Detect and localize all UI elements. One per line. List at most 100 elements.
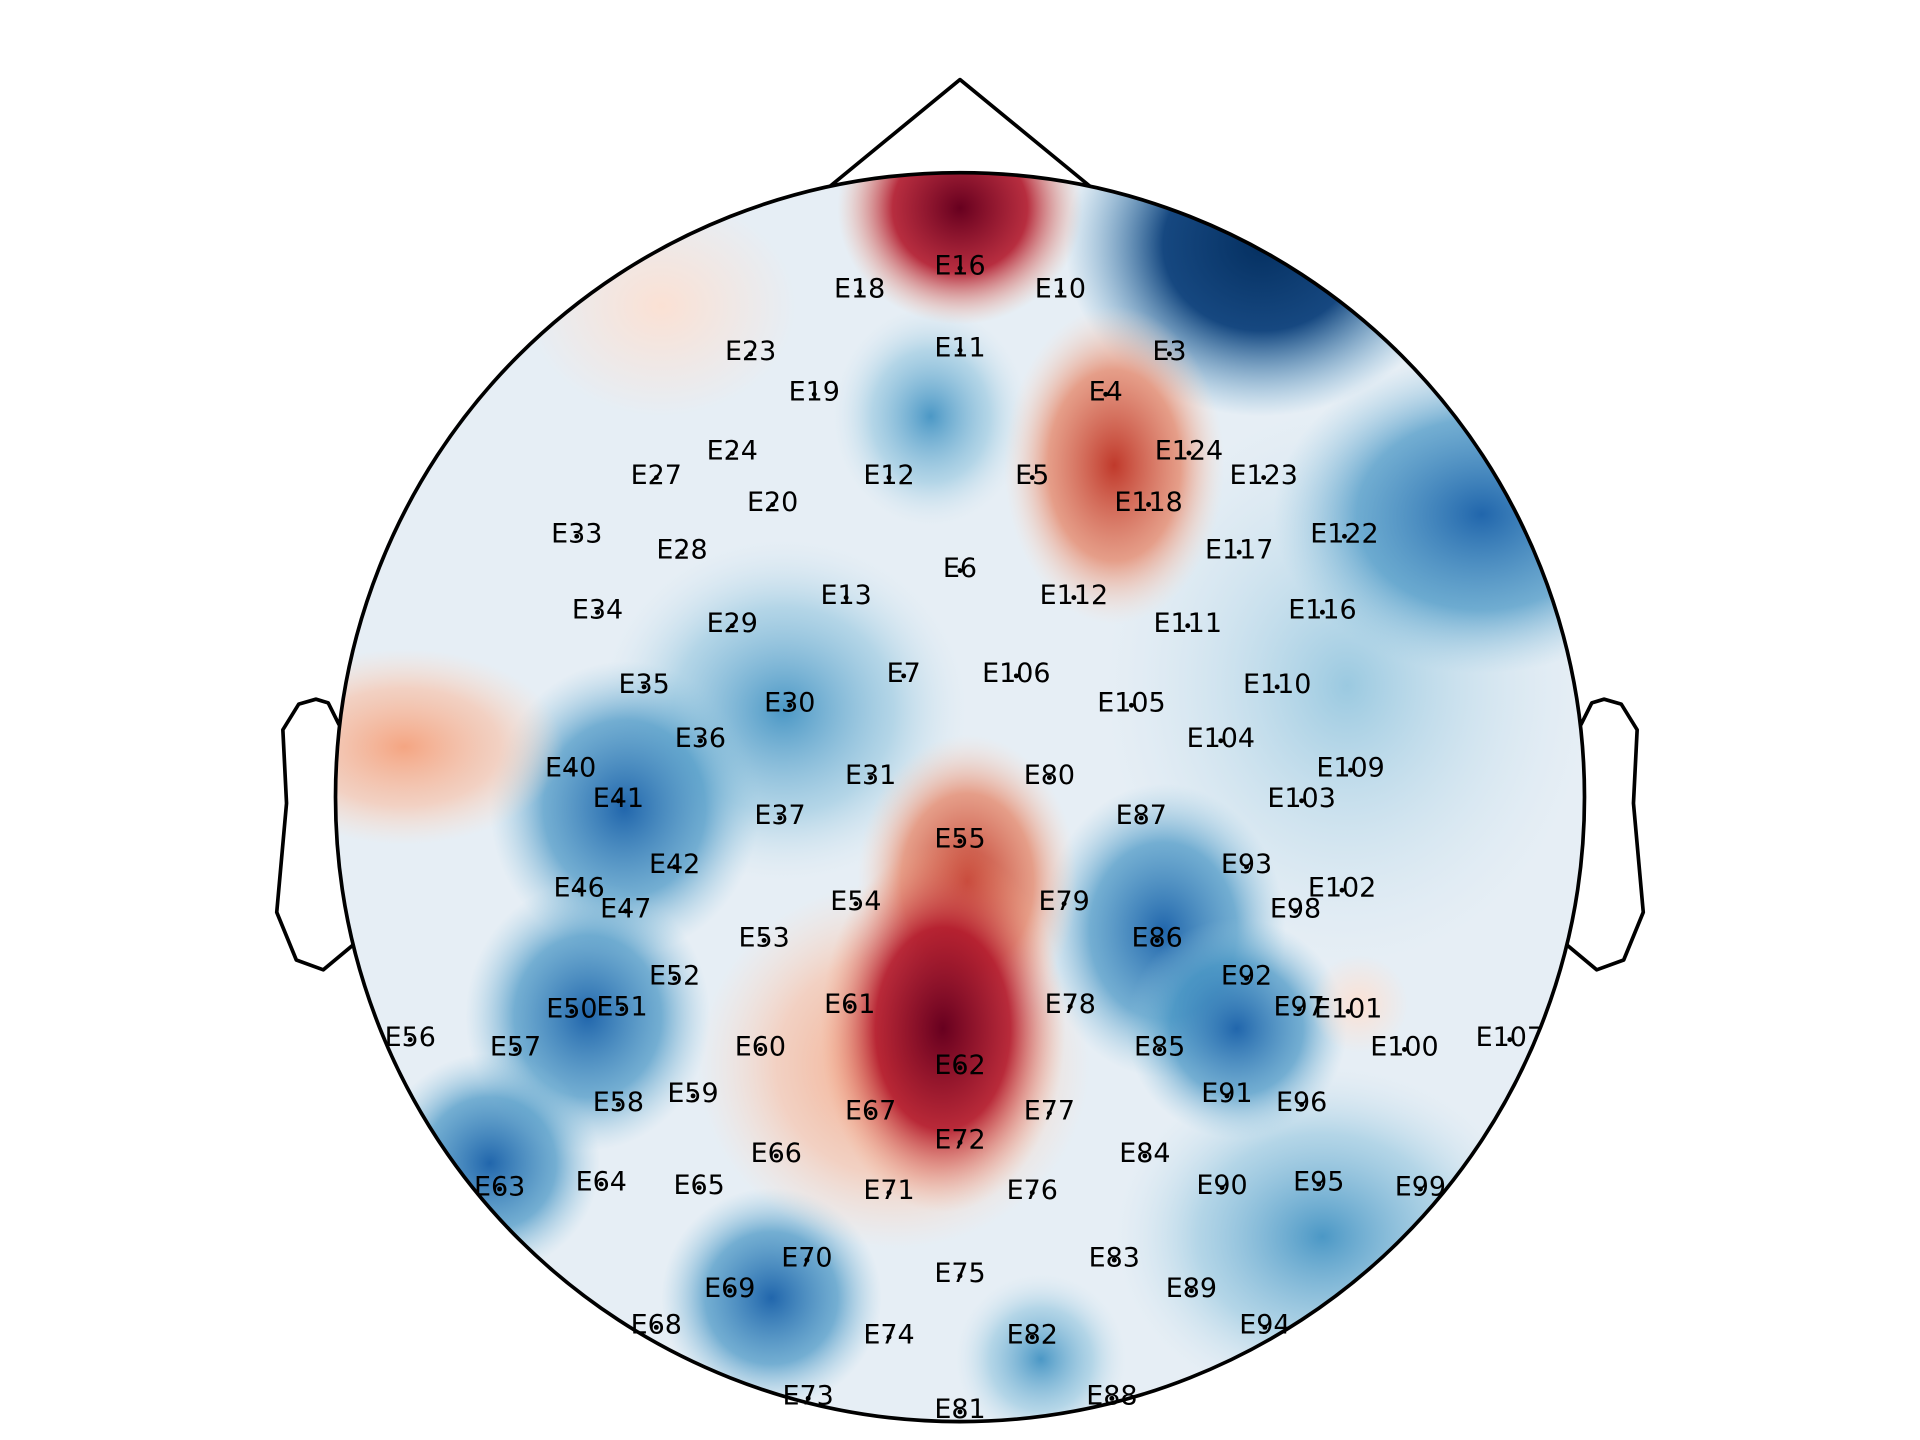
sensor-label: E89 bbox=[1166, 1273, 1217, 1304]
sensor-dot bbox=[1185, 623, 1191, 629]
sensor-label: E118 bbox=[1114, 487, 1182, 518]
sensor-label: E70 bbox=[781, 1242, 832, 1273]
heat-blob bbox=[335, 648, 564, 845]
sensor-dot bbox=[1402, 1046, 1407, 1052]
sensor-dot bbox=[1507, 1037, 1513, 1043]
sensor-label: E13 bbox=[820, 580, 871, 611]
sensor-label: E7 bbox=[887, 658, 921, 689]
sensor-dot bbox=[868, 1110, 874, 1116]
sensor-label: E71 bbox=[863, 1175, 914, 1206]
heat-blob bbox=[820, 844, 1066, 1213]
sensor-label: E101 bbox=[1314, 994, 1382, 1025]
sensor-dot bbox=[886, 1334, 892, 1340]
sensor-label: E112 bbox=[1040, 580, 1108, 611]
sensor-dot bbox=[843, 595, 849, 600]
sensor-dot bbox=[1320, 609, 1325, 615]
sensor-label: E62 bbox=[934, 1050, 985, 1081]
sensor-label: E23 bbox=[725, 336, 776, 367]
sensor-label: E75 bbox=[934, 1258, 985, 1289]
heat-blob bbox=[837, 172, 1083, 325]
sensor-dot bbox=[1299, 798, 1305, 804]
sensor-dot bbox=[672, 864, 678, 870]
sensor-dot bbox=[770, 502, 776, 507]
sensor-dot bbox=[1339, 887, 1345, 893]
sensor-dot bbox=[1111, 1257, 1117, 1263]
sensor-dot bbox=[1345, 1008, 1351, 1014]
sensor-dot bbox=[641, 684, 647, 690]
sensor-label: E19 bbox=[789, 377, 840, 408]
sensor-label: E58 bbox=[593, 1087, 644, 1118]
sensor-label: E107 bbox=[1476, 1022, 1544, 1053]
sensor-dot bbox=[1142, 1153, 1148, 1159]
sensor-dot bbox=[568, 767, 574, 773]
sensor-dot bbox=[1057, 288, 1063, 294]
sensor-label: E82 bbox=[1007, 1319, 1058, 1350]
sensor-dot bbox=[1261, 475, 1267, 480]
sensor-label: E35 bbox=[618, 669, 669, 700]
sensor-label: E64 bbox=[576, 1166, 627, 1197]
sensor-dot bbox=[619, 1006, 625, 1012]
sensor-dot bbox=[957, 347, 963, 353]
sensor-dot bbox=[957, 265, 963, 271]
sensor-dot bbox=[748, 351, 754, 357]
sensor-dot bbox=[957, 838, 963, 844]
sensor-label: E61 bbox=[824, 989, 875, 1020]
sensor-dot bbox=[857, 288, 863, 294]
sensor-label: E54 bbox=[830, 886, 881, 917]
sensor-label: E88 bbox=[1086, 1381, 1137, 1412]
sensor-dot bbox=[595, 609, 600, 615]
sensor-label: E105 bbox=[1097, 688, 1165, 719]
sensor-dot bbox=[787, 702, 793, 708]
sensor-dot bbox=[679, 549, 685, 555]
sensor-label: E5 bbox=[1015, 460, 1049, 491]
sensor-dot bbox=[1218, 738, 1224, 744]
sensor-label: E24 bbox=[707, 435, 758, 466]
sensor-dot bbox=[1128, 702, 1134, 708]
sensor-label: E51 bbox=[596, 991, 647, 1022]
sensor-dot bbox=[1067, 1004, 1073, 1009]
sensor-dot bbox=[761, 937, 767, 943]
sensor-dot bbox=[1316, 1181, 1322, 1187]
sensor-label: E90 bbox=[1196, 1170, 1247, 1201]
sensor-dot bbox=[1138, 815, 1144, 821]
sensor-dot bbox=[690, 1093, 696, 1099]
sensor-label: E55 bbox=[934, 824, 985, 855]
sensor-dot bbox=[1219, 1185, 1225, 1191]
sensor-dot bbox=[1061, 901, 1067, 907]
sensor-label: E10 bbox=[1035, 274, 1086, 305]
sensor-label: E68 bbox=[631, 1310, 682, 1341]
sensor-dot bbox=[615, 1102, 621, 1107]
sensor-dot bbox=[1154, 937, 1160, 943]
sensor-label: E30 bbox=[764, 688, 815, 719]
sensor-dot bbox=[1071, 595, 1077, 600]
sensor-label: E77 bbox=[1024, 1095, 1075, 1126]
sensor-dot bbox=[569, 1008, 575, 1014]
sensor-label: E4 bbox=[1089, 377, 1123, 408]
sensor-label: E99 bbox=[1395, 1171, 1446, 1202]
sensor-label: E56 bbox=[385, 1022, 436, 1053]
sensor-dot bbox=[653, 1324, 659, 1330]
sensor-dot bbox=[1274, 684, 1280, 690]
sensor-label: E18 bbox=[834, 274, 885, 305]
sensor-label: E59 bbox=[667, 1078, 718, 1109]
sensor-dot bbox=[1046, 1110, 1052, 1116]
sensor-dot bbox=[623, 908, 629, 914]
sensor-dot bbox=[1186, 450, 1192, 456]
sensor-dot bbox=[886, 475, 892, 480]
sensor-label: E12 bbox=[863, 460, 914, 491]
sensor-label: E20 bbox=[747, 487, 798, 518]
sensor-dot bbox=[1342, 533, 1347, 539]
sensor-dot bbox=[957, 1409, 963, 1415]
sensor-dot bbox=[1029, 1334, 1035, 1340]
sensor-label: E34 bbox=[572, 595, 623, 626]
sensor-label: E29 bbox=[707, 608, 758, 639]
sensor-label: E72 bbox=[934, 1125, 985, 1156]
sensor-dot bbox=[1244, 864, 1249, 870]
sensor-label: E27 bbox=[631, 460, 682, 491]
sensor-label: E73 bbox=[783, 1381, 834, 1412]
heat-blob bbox=[661, 1187, 882, 1409]
sensor-dot bbox=[1236, 549, 1242, 555]
sensor-dot bbox=[957, 1140, 963, 1145]
sensor-label: E76 bbox=[1007, 1175, 1058, 1206]
sensor-dot bbox=[729, 450, 735, 456]
